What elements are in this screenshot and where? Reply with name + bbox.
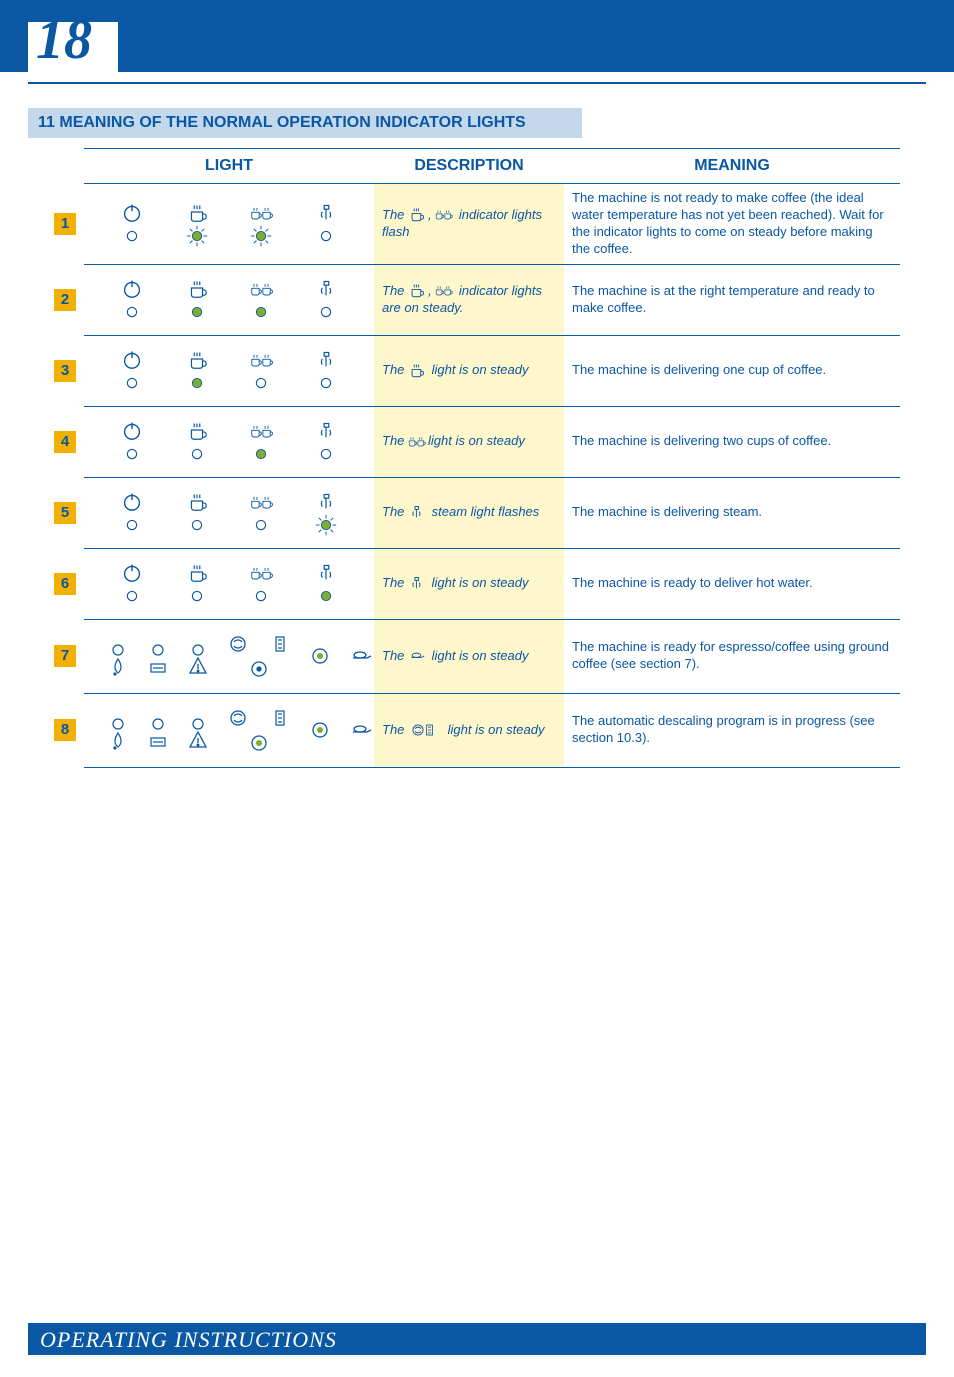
meaning-cell: The machine is delivering one cup of cof… — [564, 335, 900, 406]
table-row: 5 The — [54, 477, 900, 548]
header-bar — [0, 0, 954, 72]
meaning-cell: The machine is ready for espresso/coffee… — [564, 619, 900, 693]
cup-icon — [408, 283, 428, 299]
two-cup-icon — [408, 434, 428, 450]
light-cell — [84, 406, 374, 477]
col-description: DESCRIPTION — [374, 149, 564, 184]
footer: OPERATING INSTRUCTIONS — [28, 1323, 926, 1355]
light-cell — [84, 264, 374, 335]
light-panel — [92, 484, 366, 542]
light-panel-lower — [92, 629, 366, 683]
description-cell: The light is on steady — [374, 335, 564, 406]
cup-icon — [408, 363, 428, 379]
description-cell: The light is on steady — [374, 693, 564, 767]
description-cell: The light is on steady — [374, 406, 564, 477]
light-panel — [92, 342, 366, 400]
page-number: 18 — [36, 8, 92, 72]
row-number-badge: 4 — [54, 431, 76, 453]
divider-top — [28, 82, 926, 84]
description-cell: The light is on steady — [374, 548, 564, 619]
light-cell — [84, 477, 374, 548]
row-number-badge: 7 — [54, 645, 76, 667]
steam-icon — [408, 576, 428, 592]
row-number-badge: 3 — [54, 360, 76, 382]
description-cell: The , indicator lights flash — [374, 184, 564, 265]
light-panel — [92, 195, 366, 253]
indicator-table: LIGHT DESCRIPTION MEANING 1 — [54, 148, 900, 768]
col-light: LIGHT — [84, 149, 374, 184]
row-number-badge: 2 — [54, 289, 76, 311]
meaning-cell: The machine is delivering two cups of co… — [564, 406, 900, 477]
col-meaning: MEANING — [564, 149, 900, 184]
table-header-row: LIGHT DESCRIPTION MEANING — [54, 149, 900, 184]
row-number-badge: 8 — [54, 719, 76, 741]
meaning-cell: The machine is at the right temperature … — [564, 264, 900, 335]
row-number-badge: 1 — [54, 213, 76, 235]
meaning-cell: The machine is ready to deliver hot wate… — [564, 548, 900, 619]
table-row: 8 The — [54, 693, 900, 767]
light-panel — [92, 555, 366, 613]
light-cell — [84, 693, 374, 767]
meaning-cell: The machine is not ready to make coffee … — [564, 184, 900, 265]
meaning-cell: The automatic descaling program is in pr… — [564, 693, 900, 767]
light-panel-lower — [92, 703, 366, 757]
table-row: 2 The — [54, 264, 900, 335]
table-row: 1 The — [54, 184, 900, 265]
ground-icon — [408, 648, 428, 664]
two-cup-icon — [435, 283, 455, 299]
light-panel — [92, 413, 366, 471]
table-row: 3 The — [54, 335, 900, 406]
table-row: 4 The — [54, 406, 900, 477]
cup-icon — [408, 207, 428, 223]
rinse-descale-icon — [408, 722, 444, 738]
light-cell — [84, 184, 374, 265]
row-number-badge: 6 — [54, 573, 76, 595]
table-row: 6 The — [54, 548, 900, 619]
section-title: 11 MEANING OF THE NORMAL OPERATION INDIC… — [28, 108, 582, 138]
light-panel — [92, 271, 366, 329]
description-cell: The steam light flashes — [374, 477, 564, 548]
description-cell: The , indicator lights are on steady. — [374, 264, 564, 335]
meaning-cell: The machine is delivering steam. — [564, 477, 900, 548]
light-cell — [84, 619, 374, 693]
description-cell: The light is on steady — [374, 619, 564, 693]
two-cup-icon — [435, 207, 455, 223]
light-cell — [84, 548, 374, 619]
steam-icon — [408, 505, 428, 521]
light-cell — [84, 335, 374, 406]
table-row: 7 The — [54, 619, 900, 693]
row-number-badge: 5 — [54, 502, 76, 524]
